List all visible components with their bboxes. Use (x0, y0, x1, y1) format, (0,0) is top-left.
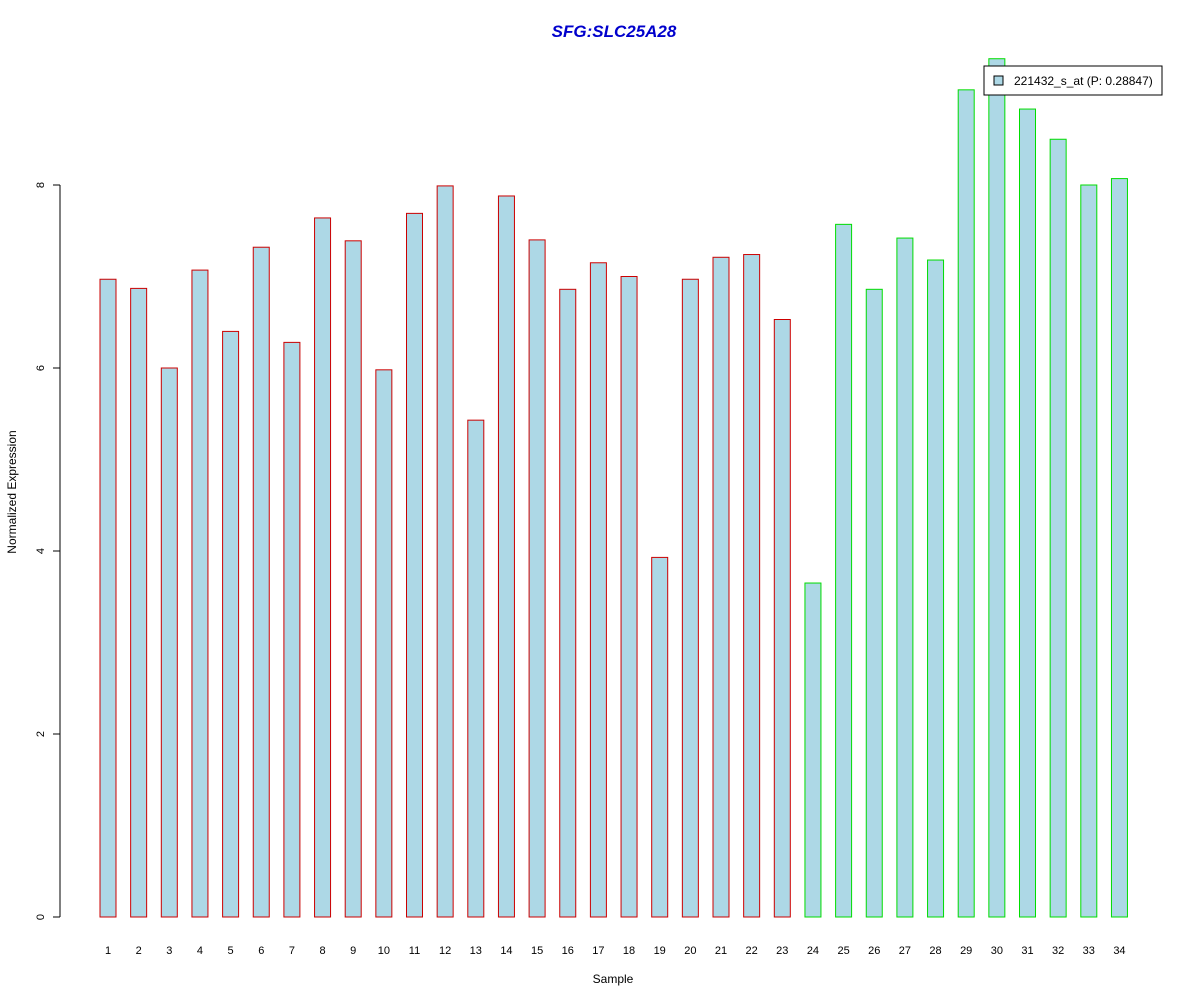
x-tick-label: 15 (531, 945, 543, 957)
bar-sample-32 (1049, 138, 1067, 918)
bar-sample-11 (406, 212, 423, 918)
x-tick-label: 24 (807, 945, 819, 957)
bar-sample-24 (804, 582, 822, 918)
legend-entry: 221432_s_at (P: 0.28847) (1014, 74, 1153, 88)
chart-title: SFG:SLC25A28 (552, 22, 677, 41)
y-tick-label: 6 (35, 365, 47, 371)
bar-sample-33 (1080, 184, 1098, 918)
bars (99, 58, 1128, 918)
x-tick-label: 22 (746, 945, 758, 957)
bar-sample-1 (99, 278, 117, 918)
x-tick-label: 10 (378, 945, 390, 957)
x-tick-label: 32 (1052, 945, 1064, 957)
bar-sample-4 (191, 269, 209, 918)
x-tick-label: 18 (623, 945, 635, 957)
x-tick-label: 26 (868, 945, 880, 957)
y-tick-label: 0 (35, 914, 47, 920)
x-tick-label: 16 (562, 945, 574, 957)
bar-sample-27 (896, 237, 914, 918)
legend-swatch (993, 75, 1004, 86)
x-tick-label: 3 (166, 945, 172, 957)
bar-sample-26 (865, 288, 883, 918)
x-tick-label: 28 (929, 945, 941, 957)
x-tick-label: 5 (228, 945, 234, 957)
x-tick-label: 33 (1083, 945, 1095, 957)
x-tick-label: 21 (715, 945, 727, 957)
x-tick-label: 9 (350, 945, 356, 957)
bar-sample-13 (467, 419, 485, 918)
bar-sample-22 (743, 254, 761, 918)
y-axis-label: Normalized Expression (5, 430, 19, 553)
bar-sample-9 (344, 240, 362, 918)
x-axis-label: Sample (593, 972, 634, 986)
x-tick-label: 8 (319, 945, 325, 957)
x-tick-label: 31 (1021, 945, 1033, 957)
bar-sample-7 (283, 341, 301, 918)
bar-sample-8 (314, 217, 332, 918)
x-tick-label: 1 (105, 945, 111, 957)
bar-sample-20 (681, 278, 699, 918)
bar-sample-6 (252, 246, 270, 918)
bar-sample-21 (712, 256, 730, 918)
bar-sample-19 (651, 556, 669, 918)
x-tick-label: 6 (258, 945, 264, 957)
y-axis: 0 2 4 6 8 (35, 182, 61, 920)
bar-sample-30 (988, 58, 1006, 918)
bar-sample-31 (1019, 108, 1036, 918)
x-tick-label: 20 (684, 945, 696, 957)
bar-sample-18 (620, 276, 638, 918)
bar-sample-14 (497, 195, 515, 918)
bar-sample-17 (589, 262, 607, 918)
bar-sample-10 (375, 369, 393, 918)
bar-sample-3 (160, 367, 178, 918)
bar-sample-16 (559, 288, 577, 918)
x-tick-label: 23 (776, 945, 788, 957)
legend-box (983, 65, 1163, 96)
x-tick-label: 4 (197, 945, 203, 957)
x-tick-labels: 1 2 3 4 5 6 7 8 9 10 11 12 13 14 15 16 17 18 19 20 21 22 23 24 2… (105, 945, 1126, 957)
x-tick-label: 30 (991, 945, 1003, 957)
bar-sample-25 (835, 223, 853, 918)
x-tick-label: 12 (439, 945, 451, 957)
x-tick-label: 2 (136, 945, 142, 957)
x-tick-label: 14 (500, 945, 512, 957)
x-tick-label: 25 (837, 945, 849, 957)
x-tick-label: 34 (1113, 945, 1125, 957)
bar-sample-29 (957, 89, 975, 918)
x-tick-label: 27 (899, 945, 911, 957)
x-tick-label: 7 (289, 945, 295, 957)
bar-sample-28 (927, 259, 945, 918)
x-tick-label: 29 (960, 945, 972, 957)
bar-sample-23 (773, 319, 791, 918)
y-tick-label: 4 (35, 548, 47, 554)
bar-sample-15 (528, 239, 546, 918)
bar-sample-12 (436, 185, 454, 918)
bar-sample-2 (130, 287, 148, 918)
bar-sample-34 (1110, 178, 1128, 918)
bar-sample-5 (222, 330, 240, 918)
x-tick-label: 11 (409, 945, 420, 957)
y-tick-label: 2 (35, 731, 47, 737)
x-tick-label: 13 (470, 945, 482, 957)
legend: 221432_s_at (P: 0.28847) (983, 65, 1163, 96)
x-tick-label: 17 (592, 945, 604, 957)
x-tick-label: 19 (654, 945, 666, 957)
y-tick-label: 8 (35, 182, 47, 188)
